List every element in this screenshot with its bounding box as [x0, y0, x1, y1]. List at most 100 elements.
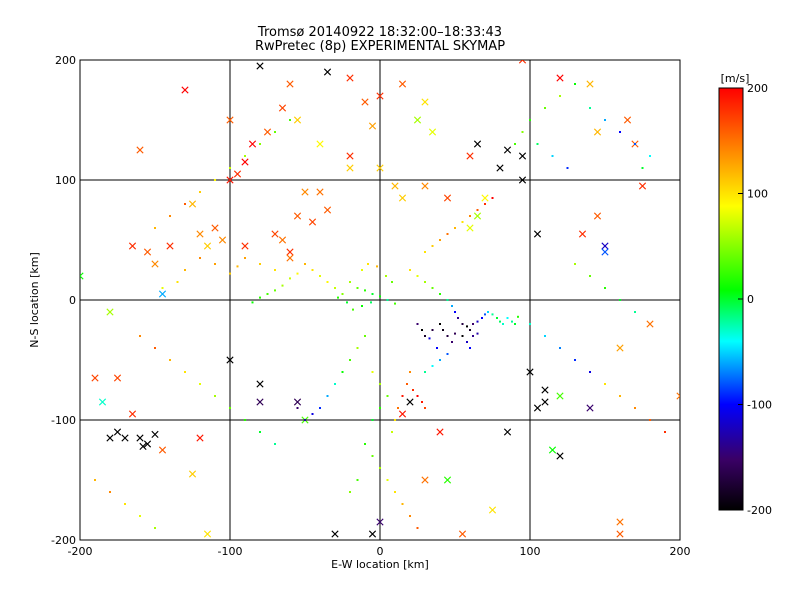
data-point-dot: [367, 263, 369, 265]
data-point-x: [458, 530, 467, 538]
data-point-dot: [289, 119, 291, 121]
data-point-dot: [139, 335, 141, 337]
data-point-dot: [319, 275, 321, 277]
data-point-x: [548, 446, 557, 454]
data-point-x: [256, 398, 264, 406]
data-point-dot: [491, 197, 494, 199]
data-point-dot: [371, 419, 374, 421]
data-point-x: [421, 182, 429, 190]
data-point-x: [466, 224, 474, 232]
data-point-dot: [356, 287, 359, 289]
data-point-dot: [391, 431, 393, 433]
data-point-dot: [397, 407, 399, 409]
data-point-dot: [514, 323, 516, 325]
data-point-dot: [371, 455, 374, 457]
y-tick-label: 100: [55, 174, 76, 187]
data-point-dot: [604, 119, 606, 121]
data-point-dot: [394, 419, 396, 421]
data-point-dot: [446, 299, 449, 301]
data-point-x: [308, 218, 317, 226]
data-point-x: [443, 194, 452, 202]
data-point-dot: [154, 527, 156, 529]
data-point-dot: [461, 221, 464, 223]
data-point-dot: [536, 143, 539, 145]
data-point-dot: [634, 143, 636, 145]
data-point-dot: [341, 293, 344, 295]
data-point-dot: [184, 269, 186, 271]
data-point-dot: [574, 263, 576, 265]
data-point-dot: [431, 365, 434, 367]
data-point-x: [226, 176, 234, 184]
data-point-dot: [529, 119, 531, 121]
data-point-x: [503, 146, 512, 154]
data-point-x: [139, 442, 147, 450]
data-point-dot: [379, 467, 381, 469]
data-point-dot: [214, 179, 216, 181]
data-point-x: [593, 128, 602, 136]
data-point-dot: [469, 347, 471, 349]
data-point-dot: [274, 269, 276, 271]
data-point-dot: [454, 311, 456, 313]
data-point-dot: [454, 227, 456, 229]
y-tick-label: -200: [51, 534, 76, 547]
data-point-x: [421, 476, 429, 484]
data-point-dot: [461, 323, 464, 325]
data-point-x: [106, 434, 114, 442]
data-point-dot: [386, 479, 389, 481]
data-point-x: [541, 398, 549, 406]
data-point-dot: [476, 209, 479, 211]
colorbar-tick-label: 200: [747, 82, 768, 95]
y-tick-label: -100: [51, 414, 76, 427]
data-point-dot: [214, 395, 216, 397]
data-point-x: [203, 242, 212, 250]
data-point-dot: [364, 289, 366, 292]
data-point-dot: [259, 143, 261, 145]
y-tick-label: 200: [55, 54, 76, 67]
data-point-dot: [379, 407, 381, 409]
data-point-x: [488, 506, 497, 514]
data-point-x: [211, 224, 219, 232]
data-point-x: [158, 446, 167, 454]
data-point-x: [241, 242, 249, 250]
data-point-x: [638, 182, 647, 190]
data-point-dot: [457, 317, 459, 319]
data-point-dot: [634, 311, 636, 313]
data-point-dot: [466, 325, 468, 328]
data-point-x: [593, 212, 602, 220]
data-point-dot: [376, 265, 378, 268]
data-point-x: [601, 248, 609, 256]
data-point-dot: [424, 407, 426, 409]
data-point-dot: [431, 245, 434, 247]
data-point-x: [278, 104, 287, 112]
data-point-dot: [352, 308, 354, 311]
chart-subtitle: RwPretec (8p) EXPERIMENTAL SKYMAP: [255, 39, 505, 54]
data-point-dot: [326, 281, 329, 283]
data-point-x: [188, 470, 197, 478]
data-point-x: [286, 80, 294, 88]
scatter-points: [80, 60, 680, 538]
data-point-x: [113, 428, 122, 436]
data-point-dot: [472, 323, 474, 325]
data-point-x: [556, 74, 564, 82]
data-point-dot: [401, 395, 404, 397]
x-tick-label: -200: [68, 545, 93, 558]
data-point-dot: [184, 203, 186, 205]
data-point-dot: [521, 131, 524, 133]
data-point-x: [406, 398, 414, 406]
data-point-x: [80, 272, 84, 280]
data-point-dot: [337, 296, 339, 299]
data-point-dot: [274, 289, 276, 292]
data-point-dot: [446, 353, 449, 355]
data-point-dot: [634, 407, 636, 409]
data-point-dot: [641, 167, 644, 169]
data-point-dot: [379, 383, 381, 385]
data-point-dot: [451, 305, 453, 307]
data-point-dot: [476, 332, 479, 335]
data-point-x: [556, 452, 564, 460]
data-point-dot: [401, 503, 404, 505]
data-point-dot: [454, 332, 456, 335]
data-point-x: [368, 530, 377, 538]
colorbar-tick-label: -100: [747, 399, 772, 412]
data-point-x: [128, 242, 137, 250]
